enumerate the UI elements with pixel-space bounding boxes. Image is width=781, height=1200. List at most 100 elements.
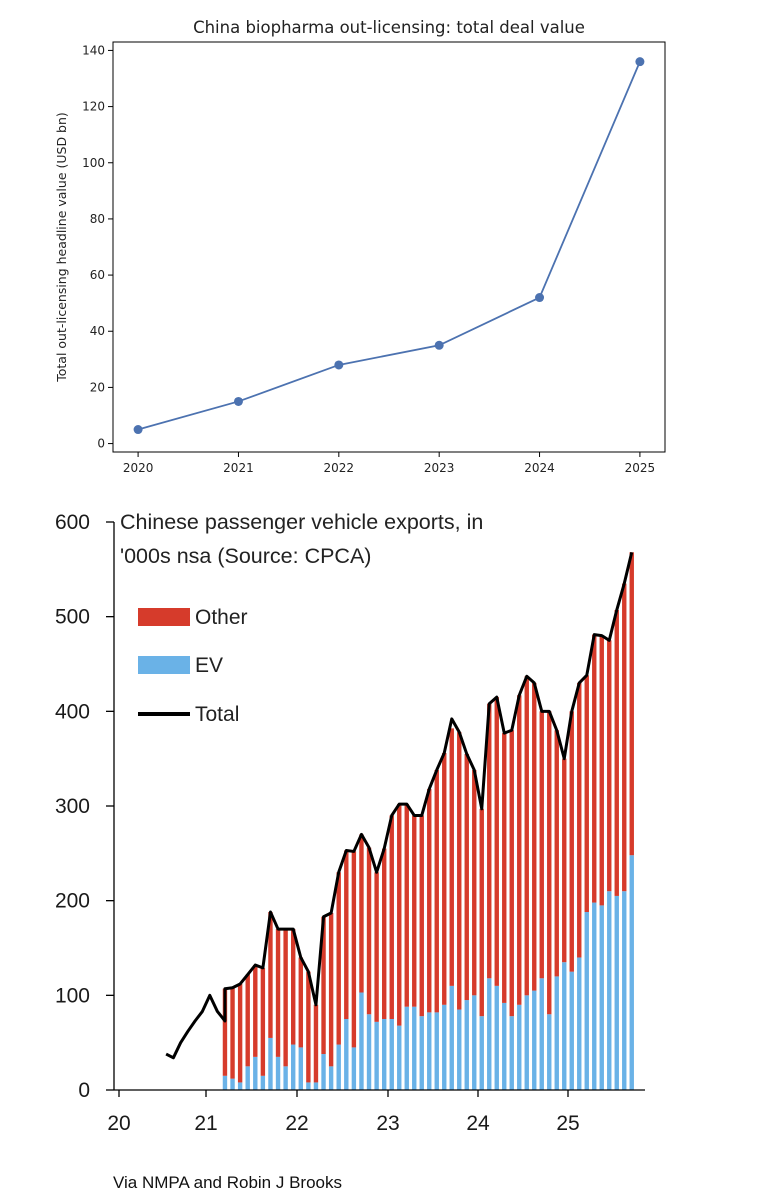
- ev-bar: [336, 1044, 341, 1090]
- other-bar: [479, 808, 484, 1017]
- other-bar: [382, 848, 387, 1019]
- legend-label: Other: [195, 606, 248, 629]
- other-bar: [328, 912, 334, 1067]
- other-bar: [397, 804, 402, 1026]
- ev-bar: [321, 1054, 326, 1090]
- y-tick-label: 500: [55, 606, 90, 629]
- ev-bar: [599, 905, 604, 1090]
- y-tick-label: 100: [55, 984, 90, 1007]
- ev-bar: [313, 1082, 319, 1090]
- x-tick-label: 23: [376, 1112, 399, 1135]
- x-tick-label: 2021: [223, 461, 254, 475]
- chart-title-line: '000s nsa (Source: CPCA): [120, 544, 371, 568]
- ev-bar: [554, 976, 559, 1090]
- ev-bar: [359, 992, 364, 1090]
- y-tick-label: 600: [55, 511, 90, 534]
- legend-swatch: [138, 656, 190, 674]
- x-tick-label: 2022: [324, 461, 355, 475]
- y-tick-label: 80: [90, 212, 105, 226]
- ev-bar: [517, 1004, 522, 1090]
- x-tick-label: 21: [194, 1112, 217, 1135]
- ev-bar: [283, 1066, 288, 1090]
- ev-bar: [419, 1016, 424, 1090]
- ev-bar: [222, 1075, 228, 1090]
- other-bar: [306, 971, 311, 1083]
- y-tick-label: 400: [55, 700, 90, 723]
- ev-bar: [389, 1019, 394, 1090]
- y-tick-label: 40: [90, 324, 105, 338]
- other-bar: [614, 610, 619, 896]
- other-bar: [577, 682, 582, 958]
- other-bar: [449, 728, 454, 986]
- x-tick-label: 2024: [524, 461, 555, 475]
- other-bar: [419, 815, 424, 1017]
- y-tick-label: 20: [90, 380, 105, 394]
- x-tick-label: 24: [466, 1112, 490, 1135]
- other-bar: [298, 957, 303, 1048]
- ev-bar: [569, 971, 574, 1090]
- other-bar: [442, 752, 447, 1005]
- ev-bar: [344, 1019, 349, 1090]
- other-bar: [524, 676, 529, 996]
- other-bar: [457, 732, 462, 1010]
- ev-bar: [524, 995, 529, 1090]
- x-tick-label: 2023: [424, 461, 455, 475]
- chart-title: China biopharma out-licensing: total dea…: [193, 18, 585, 37]
- ev-bar: [397, 1025, 402, 1090]
- other-bar: [245, 974, 250, 1067]
- y-tick-label: 0: [97, 437, 105, 451]
- other-bar: [230, 987, 235, 1079]
- data-point: [233, 396, 243, 406]
- ev-bar: [442, 1004, 447, 1090]
- other-bar: [629, 552, 634, 856]
- deal-value-line: [137, 61, 641, 431]
- ev-bar: [479, 1016, 484, 1090]
- other-bar: [509, 730, 514, 1017]
- data-point: [133, 425, 143, 435]
- y-tick-label: 100: [82, 156, 105, 170]
- ev-bar: [253, 1056, 258, 1090]
- y-tick-label: 0: [78, 1079, 90, 1102]
- ev-bar: [457, 1009, 462, 1090]
- other-bar: [532, 682, 537, 991]
- other-bar: [472, 770, 477, 996]
- other-bar: [539, 711, 544, 979]
- other-bar: [268, 912, 273, 1038]
- other-bar: [237, 983, 243, 1083]
- ev-bar: [464, 1000, 469, 1090]
- ev-bar: [487, 978, 492, 1090]
- ev-bar: [622, 891, 627, 1090]
- ev-bar: [434, 1012, 439, 1090]
- other-bar: [366, 847, 372, 1015]
- other-bar: [592, 634, 597, 903]
- ev-bar: [328, 1066, 334, 1090]
- ev-bar: [592, 902, 597, 1090]
- ev-bar: [472, 995, 477, 1090]
- legend-label: Total: [195, 703, 239, 726]
- other-bar: [260, 967, 266, 1076]
- ev-bar: [351, 1047, 357, 1090]
- y-tick-label: 300: [55, 795, 90, 818]
- other-bar: [313, 1004, 319, 1083]
- ev-bar: [404, 1006, 409, 1090]
- other-bar: [434, 770, 439, 1013]
- x-tick-label: 22: [285, 1112, 308, 1135]
- y-tick-label: 60: [90, 268, 105, 282]
- other-bar: [351, 851, 357, 1048]
- plot-frame: [112, 41, 666, 453]
- other-bar: [517, 695, 522, 1005]
- ev-bar: [291, 1044, 296, 1090]
- other-bar: [464, 753, 469, 1001]
- other-bar: [427, 788, 432, 1013]
- other-bar: [283, 929, 288, 1067]
- ev-bar: [494, 985, 499, 1090]
- total-line: [165, 551, 634, 1060]
- x-tick-label: 2020: [123, 461, 154, 475]
- ev-bar: [245, 1066, 250, 1090]
- vehicle-exports-bar-chart: 0 100 200 300 400 500 600 20 21 22 23 24 25 Chinese p…: [55, 510, 645, 1135]
- other-bar: [344, 850, 349, 1019]
- ev-bar: [584, 912, 589, 1090]
- data-point: [434, 340, 444, 350]
- ev-bar: [449, 985, 454, 1090]
- ev-bar: [562, 962, 567, 1090]
